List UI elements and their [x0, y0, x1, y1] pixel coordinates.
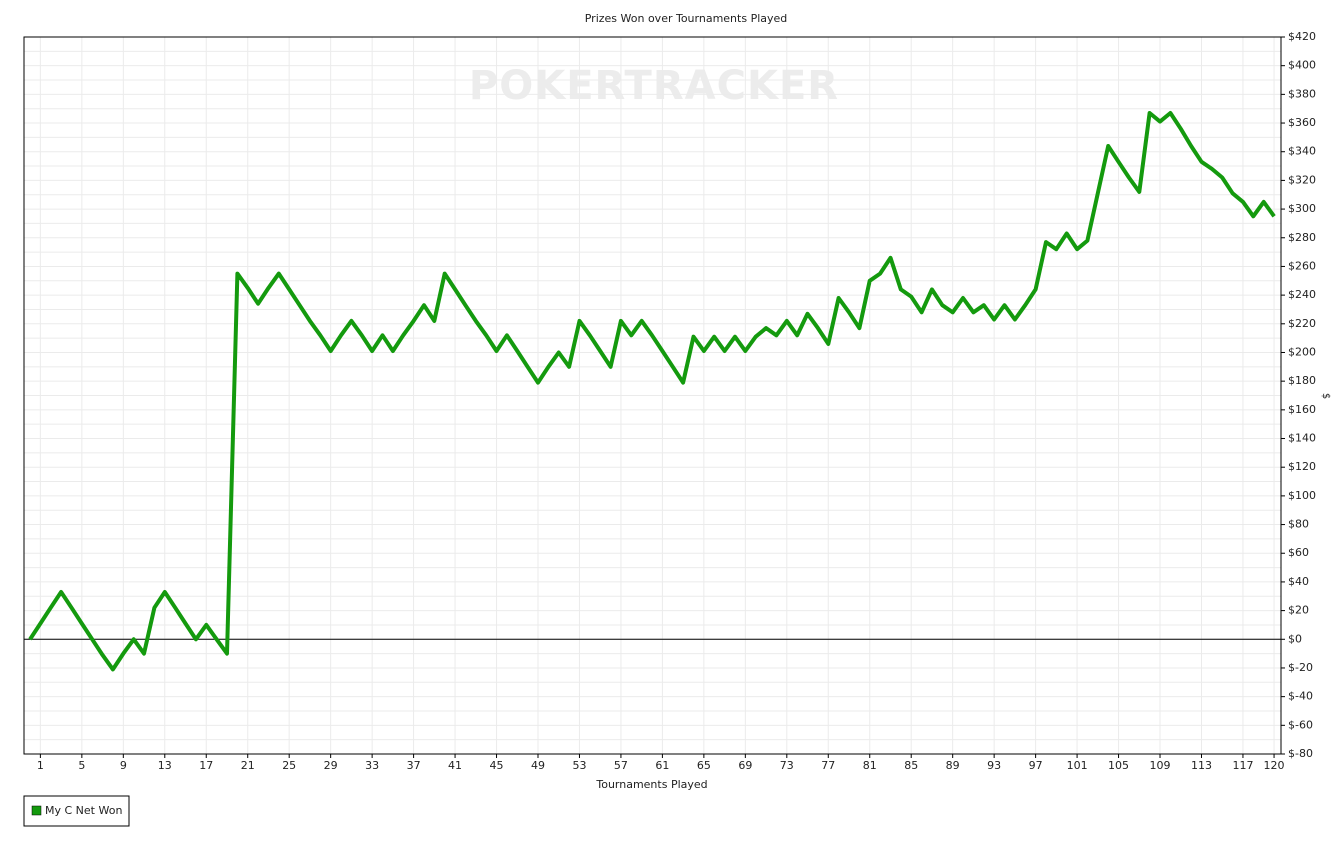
x-tick-label: 49 — [531, 759, 545, 772]
legend-label: My C Net Won — [45, 804, 122, 817]
x-tick-label: 9 — [120, 759, 127, 772]
data-line — [28, 111, 1276, 672]
x-tick-label: 113 — [1191, 759, 1212, 772]
legend: My C Net Won — [23, 795, 130, 827]
x-tick-label: 69 — [738, 759, 752, 772]
y-tick-label: $300 — [1288, 202, 1316, 215]
y-tick-label: $0 — [1288, 632, 1302, 645]
y-tick-label: $320 — [1288, 173, 1316, 186]
x-tick-label: 57 — [614, 759, 628, 772]
y-tick-label: $400 — [1288, 59, 1316, 72]
x-tick-label: 17 — [199, 759, 213, 772]
y-tick-label: $40 — [1288, 575, 1309, 588]
y-tick-label: $180 — [1288, 374, 1316, 387]
x-tick-label: 89 — [946, 759, 960, 772]
y-tick-label: $340 — [1288, 145, 1316, 158]
x-tick-label: 25 — [282, 759, 296, 772]
legend-swatch — [31, 805, 42, 816]
y-tick-label: $100 — [1288, 489, 1316, 502]
y-tick-label: $240 — [1288, 288, 1316, 301]
y-tick-label: $420 — [1288, 30, 1316, 43]
x-tick-label: 1 — [37, 759, 44, 772]
y-tick-label: $200 — [1288, 345, 1316, 358]
x-tick-label: 29 — [324, 759, 338, 772]
y-tick-label: $140 — [1288, 432, 1316, 445]
x-tick-label: 77 — [821, 759, 835, 772]
x-tick-label: 117 — [1232, 759, 1253, 772]
y-tick-label: $160 — [1288, 403, 1316, 416]
x-tick-label: 21 — [241, 759, 255, 772]
y-tick-label: $-60 — [1288, 718, 1313, 731]
x-tick-label: 41 — [448, 759, 462, 772]
y-tick-label: $-80 — [1288, 747, 1313, 760]
y-axis-label: $ — [1320, 393, 1331, 399]
x-tick-label: 93 — [987, 759, 1001, 772]
x-tick-label: 73 — [780, 759, 794, 772]
x-tick-label: 61 — [655, 759, 669, 772]
legend-box — [23, 795, 130, 827]
y-tick-label: $280 — [1288, 231, 1316, 244]
x-tick-label: 109 — [1150, 759, 1171, 772]
x-tick-label: 53 — [572, 759, 586, 772]
x-tick-label: 45 — [490, 759, 504, 772]
watermark: POKERTRACKER — [469, 63, 839, 109]
y-tick-label: $80 — [1288, 518, 1309, 531]
x-tick-label: 33 — [365, 759, 379, 772]
y-tick-label: $380 — [1288, 87, 1316, 100]
x-axis-label: Tournaments Played — [595, 778, 707, 791]
x-tick-label: 5 — [78, 759, 85, 772]
y-tick-label: $260 — [1288, 259, 1316, 272]
x-tick-label: 65 — [697, 759, 711, 772]
y-tick-label: $120 — [1288, 460, 1316, 473]
x-tick-label: 37 — [407, 759, 421, 772]
x-tick-label: 105 — [1108, 759, 1129, 772]
y-tick-label: $-40 — [1288, 690, 1313, 703]
x-tick-label: 101 — [1067, 759, 1088, 772]
y-tick-label: $360 — [1288, 116, 1316, 129]
x-tick-label: 85 — [904, 759, 918, 772]
y-tick-label: $-20 — [1288, 661, 1313, 674]
x-tick-label: 81 — [863, 759, 877, 772]
y-tick-label: $20 — [1288, 604, 1309, 617]
plot-frame — [23, 36, 1282, 755]
x-tick-label: 13 — [158, 759, 172, 772]
x-tick-label: 120 — [1264, 759, 1285, 772]
y-tick-label: $220 — [1288, 317, 1316, 330]
y-tick-label: $60 — [1288, 546, 1309, 559]
chart-title: Prizes Won over Tournaments Played — [585, 12, 788, 25]
x-tick-label: 97 — [1029, 759, 1043, 772]
